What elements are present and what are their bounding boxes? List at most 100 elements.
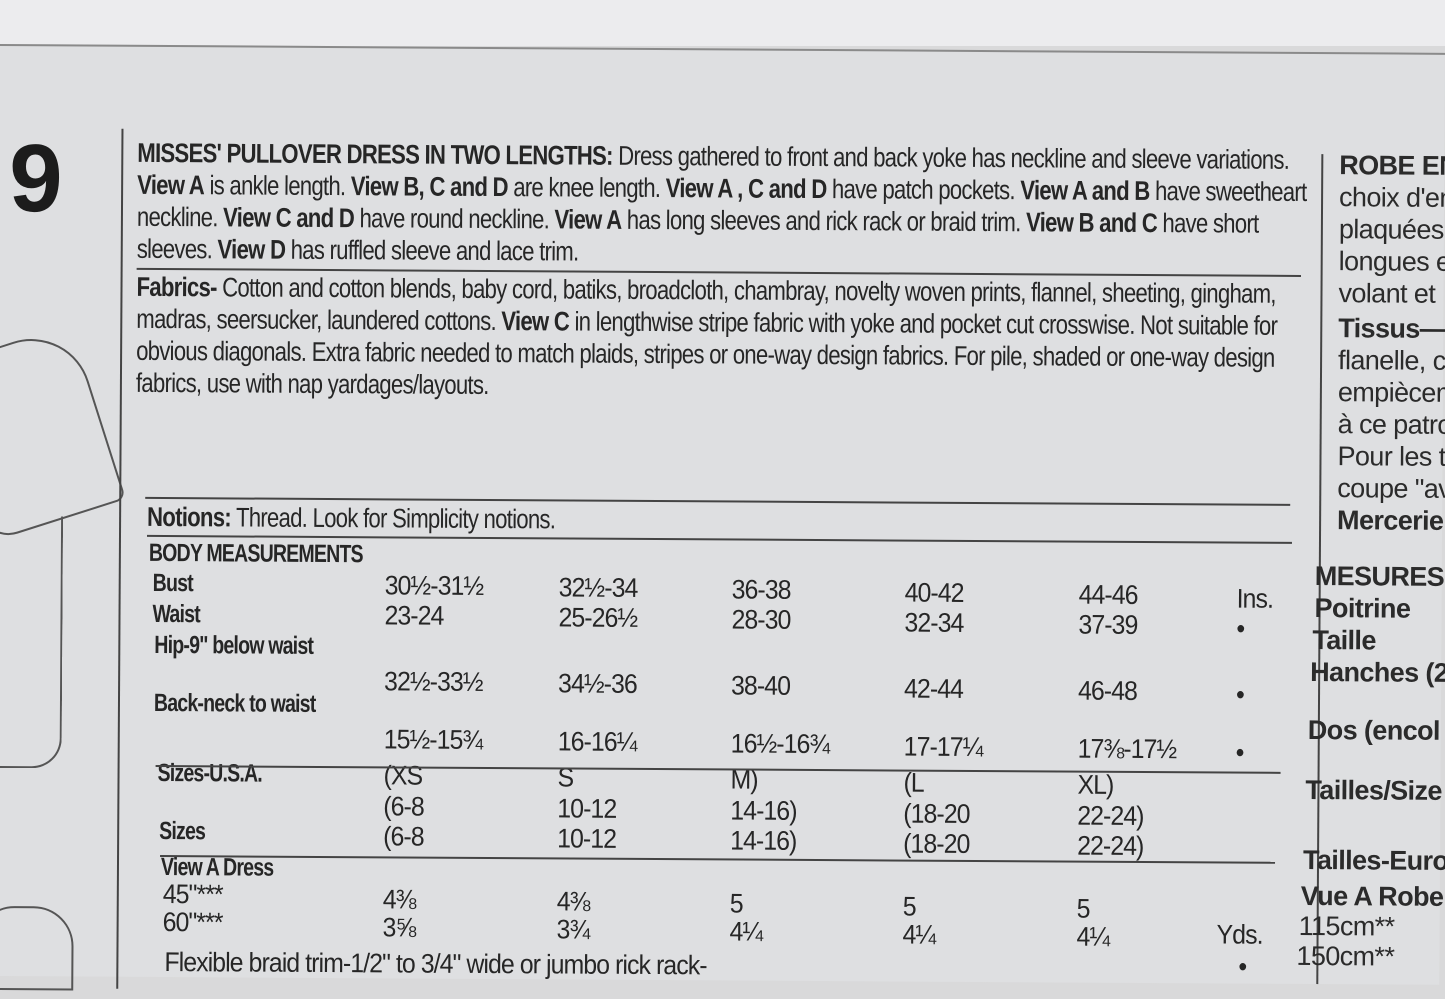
measurement-value: 37-39	[1078, 609, 1138, 640]
measurement-value: 46-48	[1077, 675, 1138, 706]
yardage-label: 60"***	[162, 907, 223, 938]
size-letter: (L	[903, 767, 924, 798]
measurement-value: 16-16¼	[557, 726, 637, 758]
unit-label: Yds.	[1216, 919, 1263, 950]
yardage-value: 4¼	[1076, 921, 1110, 952]
unit-mark: •	[1236, 613, 1245, 644]
french-text-line: ROBE EN	[1339, 150, 1445, 181]
view-reference: View B, C and D	[350, 171, 508, 203]
background-surface	[0, 0, 1445, 46]
measurement-value: 44-46	[1078, 579, 1138, 610]
yardage-value: 5	[1076, 893, 1090, 924]
french-column: ROBE EN choix d'en plaquées longues e volant…	[0, 46, 1445, 971]
fabrics-paragraph: Fabrics- Cotton and cotton blends, baby …	[136, 271, 1307, 406]
measurement-label: Waist	[152, 599, 200, 629]
sizes-label: Sizes	[159, 816, 206, 846]
french-text-line: Tailles/Size	[1305, 774, 1442, 806]
size-number-usa: 14-16)	[730, 795, 797, 827]
measurement-label: Hip-9" below waist	[154, 630, 314, 660]
unit-mark: •	[1235, 679, 1244, 710]
french-text-line: Vue A Robe	[1300, 880, 1444, 912]
view-reference: View A	[554, 204, 622, 235]
description-text: Dress gathered to front and back yoke ha…	[612, 140, 1290, 175]
pattern-envelope-back: 9 MISSES' PULLOVER DRESS IN TWO LENGTHS:…	[0, 44, 1445, 991]
french-text-line: Mercerie:	[1337, 505, 1445, 536]
yardage-value: 5	[729, 888, 743, 919]
french-text-line: flanelle, c	[1338, 345, 1445, 376]
measurement-value: 16½-16¾	[730, 728, 830, 760]
yardage-value: 3¾	[556, 914, 590, 945]
measurement-value: 23-24	[384, 600, 444, 631]
french-text-line: 115cm**	[1298, 910, 1395, 942]
pattern-number: 9	[8, 125, 63, 233]
measurement-value: 30½-31½	[384, 570, 484, 601]
notions-line: Notions: Thread. Look for Simplicity not…	[147, 501, 555, 535]
sizes-usa-label: Sizes-U.S.A.	[157, 758, 263, 788]
french-text-line: MESURES	[1314, 561, 1445, 592]
notions-text: Thread. Look for Simplicity notions.	[230, 502, 556, 535]
description-block: MISSES' PULLOVER DRESS IN TWO LENGTHS: D…	[136, 137, 1308, 406]
size-number-usa: 10-12	[557, 793, 617, 824]
size-number-usa: (6-8	[383, 791, 424, 822]
unit-mark: Ins.	[1236, 583, 1274, 614]
notions-label: Notions:	[147, 501, 232, 533]
french-text-line: empiècem	[1337, 377, 1445, 408]
french-text-line: Dos (encol	[1307, 715, 1440, 746]
measurement-label: Bust	[152, 568, 194, 598]
measurement-value: 36-38	[731, 574, 791, 606]
french-text-line: Hanches (2	[1310, 657, 1445, 688]
size-number: 10-12	[557, 823, 617, 854]
size-number-usa: 22-24)	[1077, 800, 1144, 831]
description-text: are knee length.	[507, 172, 666, 204]
measurement-value: 32½-34	[558, 572, 638, 604]
trim-line: Flexible braid trim-1/2" to 3/4" wide or…	[164, 947, 707, 981]
view-reference: View A	[137, 169, 205, 201]
yardage-label: 45"***	[162, 879, 223, 910]
column-divider-left	[116, 128, 124, 989]
yardage-value: 4⅜	[556, 886, 590, 917]
unit-mark: •	[1235, 737, 1244, 768]
size-number: (18-20	[903, 828, 970, 859]
french-text-line: coupe "av	[1337, 473, 1445, 504]
body-measurements-heading: BODY MEASUREMENTS	[148, 538, 363, 569]
view-reference: View D	[217, 234, 286, 265]
dress-sketch-skirt	[0, 515, 64, 769]
french-text-line: Tissus—	[1338, 313, 1445, 344]
view-reference: View C and D	[223, 202, 355, 234]
yardage-value: 3⅝	[382, 912, 416, 943]
french-text-line: Tailles-Euro	[1302, 844, 1445, 876]
dress-sketch-hem	[0, 905, 74, 991]
measurement-value: 17⅜-17½	[1077, 733, 1177, 764]
french-text-line: Poitrine	[1314, 593, 1411, 624]
fabrics-label: Fabrics-	[136, 271, 217, 303]
yardage-value: 5	[902, 891, 916, 922]
measurement-value: 38-40	[731, 670, 791, 702]
yardage-value: 4¼	[729, 916, 763, 948]
view-reference: View B and C	[1025, 207, 1158, 239]
size-number: (6-8	[383, 821, 424, 852]
measurement-value: 17-17¼	[903, 731, 983, 762]
measurement-value: 28-30	[731, 604, 791, 636]
fabrics-view: View C	[501, 306, 570, 337]
view-reference: View A , C and D	[665, 173, 827, 205]
yardage-value: 4¼	[902, 919, 936, 950]
measurement-value: 15½-15¾	[383, 724, 483, 755]
description-text: is ankle length.	[203, 170, 351, 202]
measurements-table: Bust 30½-31½ 32½-34 36-38 40-42 44-46 Ins. Wais…	[0, 46, 1445, 982]
french-text-line: choix d'en	[1338, 182, 1445, 213]
size-number: 14-16)	[730, 825, 797, 857]
description-text: have patch pockets.	[826, 174, 1021, 206]
description-title: MISSES' PULLOVER DRESS IN TWO LENGTHS:	[137, 137, 613, 171]
dress-sketch-sleeve	[0, 323, 127, 543]
measurement-value: 32½-33½	[384, 666, 483, 697]
size-letter: XL)	[1077, 769, 1114, 800]
french-text-line: Pour les ti	[1337, 441, 1445, 472]
french-text-line: 150cm**	[1296, 940, 1395, 972]
french-text-line: volant et	[1338, 278, 1436, 309]
measurement-value: 42-44	[903, 673, 964, 704]
description-text: have round neckline.	[354, 203, 555, 235]
french-text-line: plaquées	[1338, 214, 1444, 245]
unit-mark: •	[1238, 951, 1247, 982]
measurement-value: 40-42	[904, 577, 964, 608]
measurement-value: 32-34	[904, 607, 964, 638]
